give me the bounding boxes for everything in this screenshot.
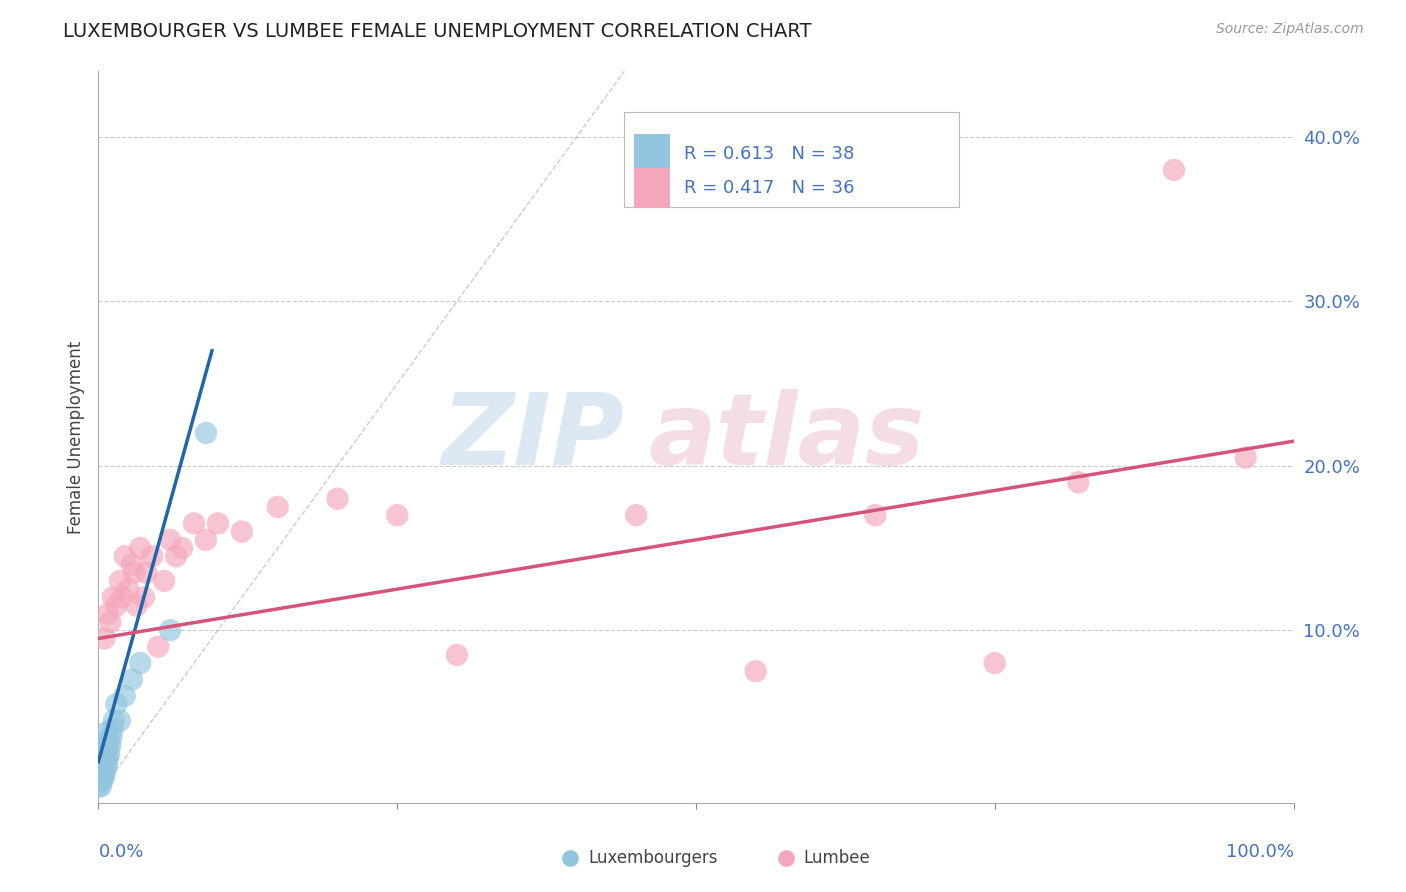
Text: Lumbee: Lumbee [804,848,870,867]
Point [121,558,143,572]
Point [745,665,768,679]
Point [132,591,155,605]
Point [89,763,111,777]
Point [108,714,131,728]
Point [91,771,114,785]
Point [231,524,253,539]
Point [129,541,152,555]
Point [91,735,114,749]
Point [165,549,187,564]
Point [97,751,120,765]
Point [101,722,124,736]
Point [117,582,139,596]
Point [114,549,136,564]
Text: atlas: atlas [648,389,925,485]
Text: LUXEMBOURGER VS LUMBEE FEMALE UNEMPLOYMENT CORRELATION CHART: LUXEMBOURGER VS LUMBEE FEMALE UNEMPLOYME… [63,22,811,41]
Point [125,599,148,613]
Point [326,491,349,506]
Point [90,758,112,772]
Point [91,763,114,777]
Point [135,566,157,580]
Point [91,758,114,772]
Point [89,755,111,769]
Point [385,508,409,523]
Point [111,591,134,605]
Y-axis label: Female Unemployment: Female Unemployment [66,341,84,533]
Point [96,741,118,756]
Point [93,632,115,646]
Text: ZIP: ZIP [441,389,624,485]
Point [91,747,114,761]
Point [626,508,648,523]
Text: R = 0.417   N = 36: R = 0.417 N = 36 [685,178,855,196]
Point [93,768,115,782]
Point [93,741,115,756]
Point [114,689,136,703]
Point [94,747,117,761]
Point [91,774,114,789]
Bar [634,168,669,208]
Point [87,780,110,794]
Point [91,751,114,765]
Point [97,607,120,621]
Point [105,599,128,613]
Point [94,763,117,777]
Point [159,533,181,547]
Point [98,739,122,753]
Point [103,714,125,728]
Point [148,640,170,654]
Point [865,508,887,523]
Point [172,541,194,555]
Point [446,648,468,662]
Point [141,549,163,564]
Point [90,780,112,794]
Point [90,747,112,761]
Point [1067,475,1090,490]
Text: Source: ZipAtlas.com: Source: ZipAtlas.com [1216,22,1364,37]
Point [108,574,131,588]
Point [91,739,114,753]
Point [96,725,118,739]
Point [195,425,218,440]
Point [129,656,152,670]
Text: 0.0%: 0.0% [98,843,143,861]
Point [101,591,124,605]
Bar [634,135,669,175]
Point [98,747,121,761]
Point [1234,450,1257,465]
Point [105,697,128,711]
Point [96,758,118,772]
Point [124,566,146,580]
Point [1163,163,1185,178]
Point [100,730,122,744]
Point [97,735,120,749]
Point [153,574,176,588]
Point [90,768,112,782]
Point [183,516,205,531]
FancyBboxPatch shape [624,112,959,207]
Point [89,771,111,785]
Point [93,755,115,769]
Point [98,615,122,629]
Point [159,624,181,638]
Text: Luxembourgers: Luxembourgers [589,848,718,867]
Point [121,673,143,687]
Text: 100.0%: 100.0% [1226,843,1294,861]
Point [984,656,1007,670]
Point [195,533,218,547]
Text: R = 0.613   N = 38: R = 0.613 N = 38 [685,145,855,163]
Point [207,516,229,531]
Point [267,500,290,514]
